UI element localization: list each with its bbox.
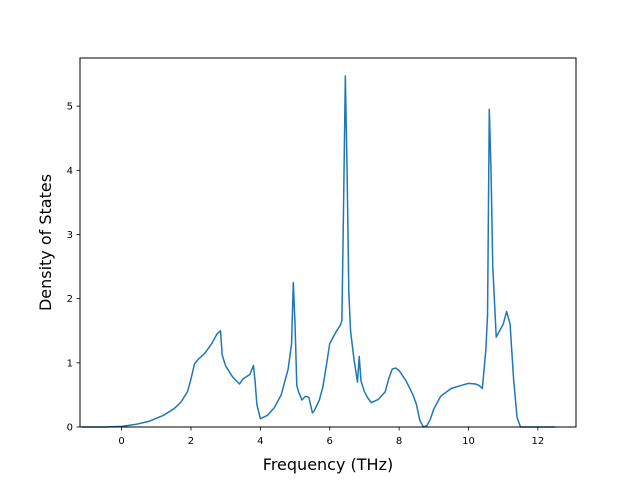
x-tick-label: 4 — [257, 436, 263, 447]
x-tick-label: 10 — [462, 436, 475, 447]
x-tick-label: 8 — [396, 436, 402, 447]
x-tick-label: 12 — [531, 436, 544, 447]
x-tick-label: 0 — [118, 436, 124, 447]
x-tick-label: 6 — [327, 436, 333, 447]
x-tick-label: 2 — [188, 436, 194, 447]
y-tick-label: 4 — [67, 166, 73, 177]
axes-frame — [79, 57, 577, 428]
y-axis: 0 1 2 3 4 5 — [67, 102, 80, 434]
dos-series-line-0 — [81, 75, 556, 428]
x-axis-label: Frequency (THz) — [263, 455, 393, 474]
plot-area — [81, 75, 556, 428]
y-tick-label: 1 — [67, 358, 73, 369]
y-tick-label: 5 — [67, 102, 73, 113]
y-tick-label: 3 — [67, 230, 73, 241]
x-axis: 0 2 4 6 8 10 12 — [118, 427, 544, 447]
y-tick-label: 0 — [67, 423, 73, 434]
y-axis-label: Density of States — [36, 174, 55, 311]
y-tick-label: 2 — [67, 294, 73, 305]
